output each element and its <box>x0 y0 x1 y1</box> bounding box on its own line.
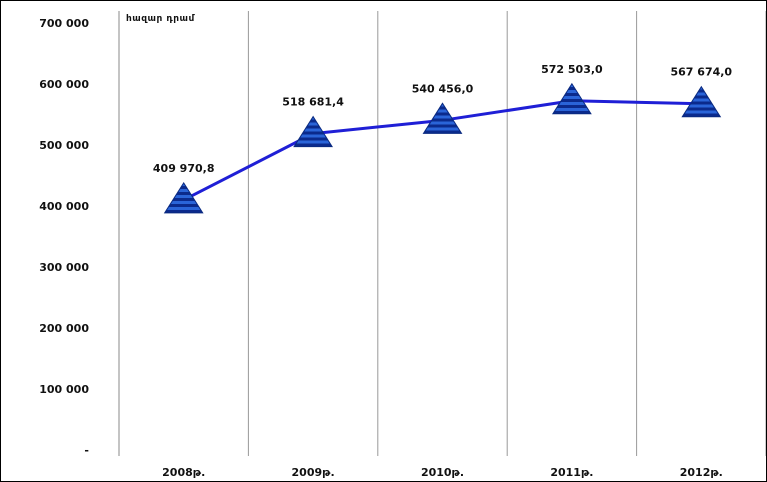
data-value-label: 567 674,0 <box>671 66 733 79</box>
y-tick-label: - <box>84 444 89 457</box>
y-tick-label: 200 000 <box>39 322 89 335</box>
data-value-label: 540 456,0 <box>412 82 474 95</box>
data-value-label: 518 681,4 <box>282 96 344 109</box>
x-category-label: 2008թ. <box>162 466 205 479</box>
y-tick-label: 700 000 <box>39 17 89 30</box>
y-tick-label: 400 000 <box>39 200 89 213</box>
x-category-label: 2009թ. <box>292 466 335 479</box>
y-tick-label: 500 000 <box>39 139 89 152</box>
label-layer: 409 970,8 518 681,4 540 456,0 572 503,0 567 … <box>153 63 733 175</box>
data-point-marker <box>551 82 592 115</box>
unit-label: հազար դրամ <box>126 14 195 24</box>
y-tick-label: 100 000 <box>39 383 89 396</box>
data-point-marker <box>422 102 463 134</box>
grid-layer <box>118 11 766 456</box>
x-category-label: 2011թ. <box>550 466 593 479</box>
x-category-label: 2010թ. <box>421 466 464 479</box>
series-layer <box>163 82 722 214</box>
data-point-marker <box>163 181 204 214</box>
data-point-marker <box>681 85 722 118</box>
data-point-marker <box>293 115 334 148</box>
y-tick-label: 300 000 <box>39 261 89 274</box>
y-tick-label: 600 000 <box>39 78 89 91</box>
x-category-label: 2012թ. <box>680 466 723 479</box>
data-value-label: 572 503,0 <box>541 63 603 76</box>
data-value-label: 409 970,8 <box>153 162 215 175</box>
axis-layer: - 100 000 200 000 300 000 400 000 500 000 600 … <box>39 11 723 479</box>
